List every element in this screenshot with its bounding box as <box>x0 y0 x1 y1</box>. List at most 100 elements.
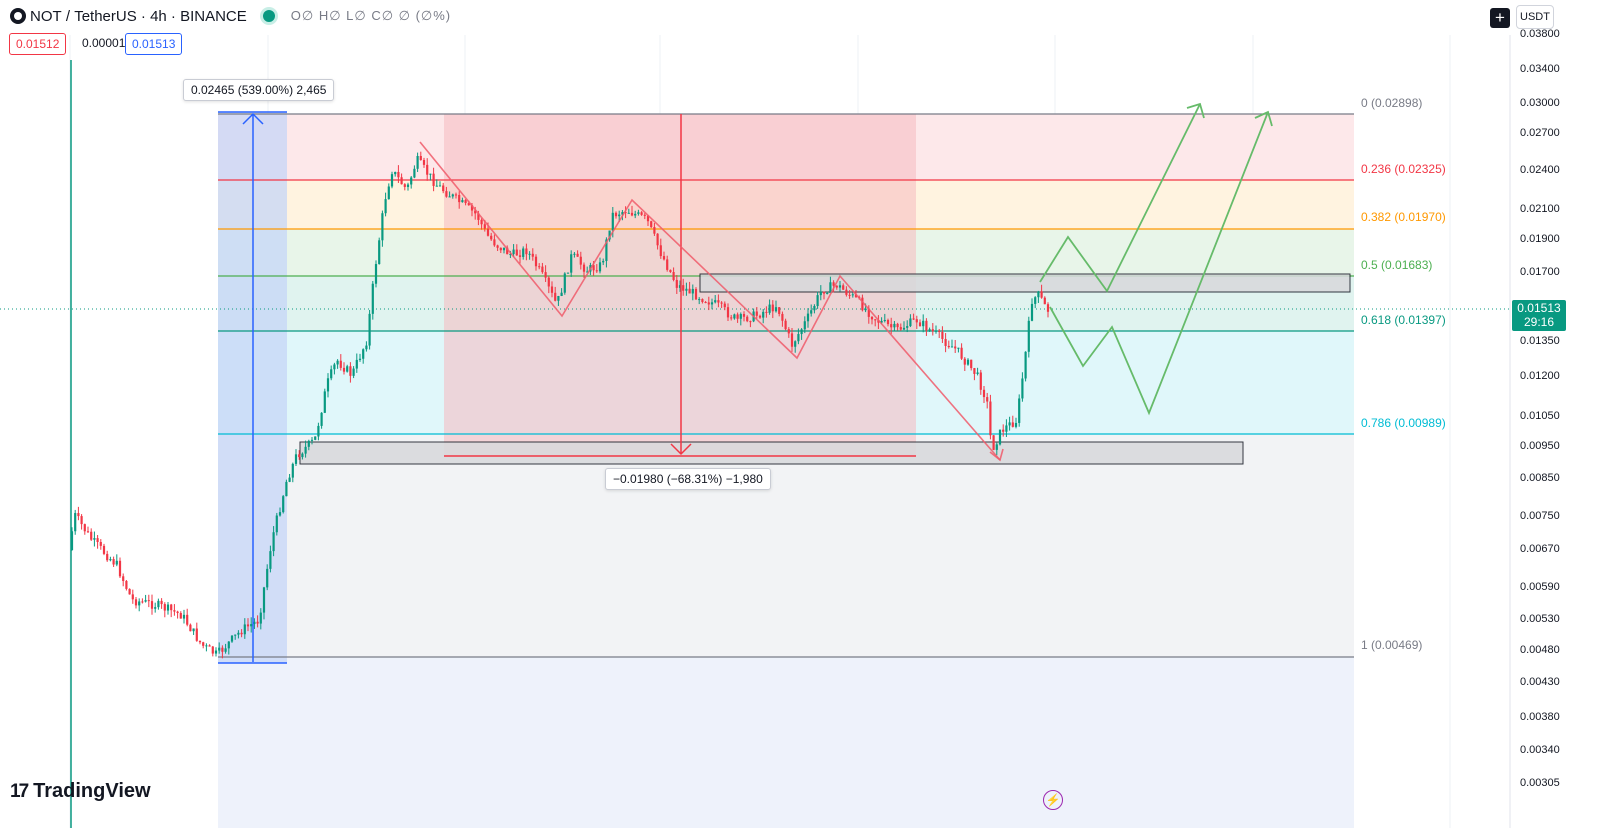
candle-body <box>714 300 717 303</box>
candle-body <box>122 576 125 581</box>
tradingview-mark-icon: 17 <box>10 780 29 802</box>
candle-body <box>781 313 784 321</box>
candle-body <box>166 604 170 611</box>
resistance-box <box>699 273 1351 293</box>
candle-body <box>944 338 947 346</box>
candle-body <box>435 185 438 187</box>
candle-body <box>413 168 416 178</box>
candle-body <box>397 171 400 178</box>
coin-logo-icon <box>10 8 26 24</box>
sell-price-button[interactable]: 0.01512 <box>9 33 67 55</box>
candle-body <box>355 359 358 369</box>
candle-body <box>182 614 186 619</box>
candle-body <box>650 221 653 228</box>
candle-body <box>1011 422 1014 427</box>
candle-body <box>480 219 483 225</box>
candle-body <box>848 294 851 296</box>
zone-boxes[interactable] <box>299 273 1351 465</box>
projection-paths <box>1039 102 1273 416</box>
candle-body <box>93 538 96 540</box>
candle-body <box>947 345 950 348</box>
candle-body <box>701 299 704 302</box>
price-tick: 0.03800 <box>1520 28 1560 40</box>
candle-body <box>1024 351 1027 379</box>
market-status-icon[interactable] <box>262 10 275 22</box>
price-tick: 0.00305 <box>1520 777 1560 789</box>
buy-price-button[interactable]: 0.01513 <box>125 33 183 55</box>
candle-body <box>112 559 115 565</box>
candle-body <box>736 314 739 319</box>
candle-body <box>666 259 669 270</box>
tradingview-logo[interactable]: 17 TradingView <box>10 780 151 803</box>
candle-body <box>106 553 109 561</box>
candle-body <box>461 200 464 203</box>
rise-measure-label: 0.02465 (539.00%) 2,465 <box>183 79 335 101</box>
candle-body <box>595 270 598 272</box>
candle-body <box>266 568 269 588</box>
candle-body <box>864 308 867 311</box>
tradingview-wordmark: TradingView <box>33 780 151 802</box>
price-tick: 0.00590 <box>1520 581 1560 593</box>
candle-body <box>531 253 534 257</box>
candle-body <box>224 648 227 652</box>
candle-body <box>906 326 909 328</box>
candle-body <box>746 316 749 322</box>
candle-body <box>688 288 691 294</box>
price-tick: 0.03000 <box>1520 97 1560 109</box>
candle-body <box>80 516 83 525</box>
candle-body <box>685 288 688 291</box>
candle-body <box>109 559 112 561</box>
price-tick: 0.00670 <box>1520 543 1560 555</box>
candle-body <box>624 212 627 214</box>
candlesticks <box>70 60 1050 828</box>
candle-body <box>941 331 944 339</box>
candle-body <box>912 318 915 320</box>
candle-body <box>621 212 624 215</box>
candle-body <box>525 248 528 255</box>
candle-body <box>304 446 307 454</box>
currency-button[interactable]: USDT <box>1516 5 1554 29</box>
price-tick: 0.00480 <box>1520 644 1560 656</box>
candle-body <box>646 215 650 222</box>
symbol-header[interactable]: NOT / TetherUS · 4h · BINANCE O∅ H∅ L∅ C… <box>10 6 451 26</box>
candle-body <box>419 156 422 161</box>
candle-body <box>115 560 118 565</box>
candle-body <box>157 600 160 608</box>
candle-body <box>96 538 99 543</box>
candle-body <box>323 391 326 413</box>
candle-body <box>131 594 134 600</box>
candle-body <box>899 327 902 330</box>
candle-body <box>989 401 992 436</box>
candle-body <box>426 164 429 175</box>
add-plus-icon[interactable]: + <box>1490 8 1510 28</box>
candle-body <box>755 311 758 316</box>
candle-body <box>144 600 147 602</box>
symbol-name[interactable]: NOT <box>30 7 62 25</box>
lightning-icon[interactable]: ⚡ <box>1043 790 1063 810</box>
candle-body <box>522 248 525 257</box>
candle-body <box>739 314 742 319</box>
candle-body <box>954 346 957 349</box>
candle-body <box>253 621 256 625</box>
candle-body <box>422 160 426 165</box>
candle-body <box>83 524 86 532</box>
candle-body <box>387 186 390 200</box>
candle-body <box>870 316 874 320</box>
candle-body <box>608 230 611 240</box>
interval[interactable]: 4h <box>150 7 167 25</box>
candle-body <box>477 213 480 220</box>
candle-body <box>202 642 205 646</box>
fib-label-0236: 0.236 (0.02325) <box>1361 162 1446 176</box>
spread-value: 0.00001 <box>82 36 126 50</box>
candle-body <box>669 269 672 273</box>
candle-body <box>758 315 762 318</box>
measure-rise-arrow <box>218 111 287 664</box>
candle-body <box>886 320 890 325</box>
candle-body <box>634 213 637 216</box>
candle-body <box>211 646 214 654</box>
candle-body <box>1021 378 1024 399</box>
candle-body <box>170 604 173 611</box>
candle-body <box>352 368 355 376</box>
price-tick: 0.02700 <box>1520 127 1560 139</box>
